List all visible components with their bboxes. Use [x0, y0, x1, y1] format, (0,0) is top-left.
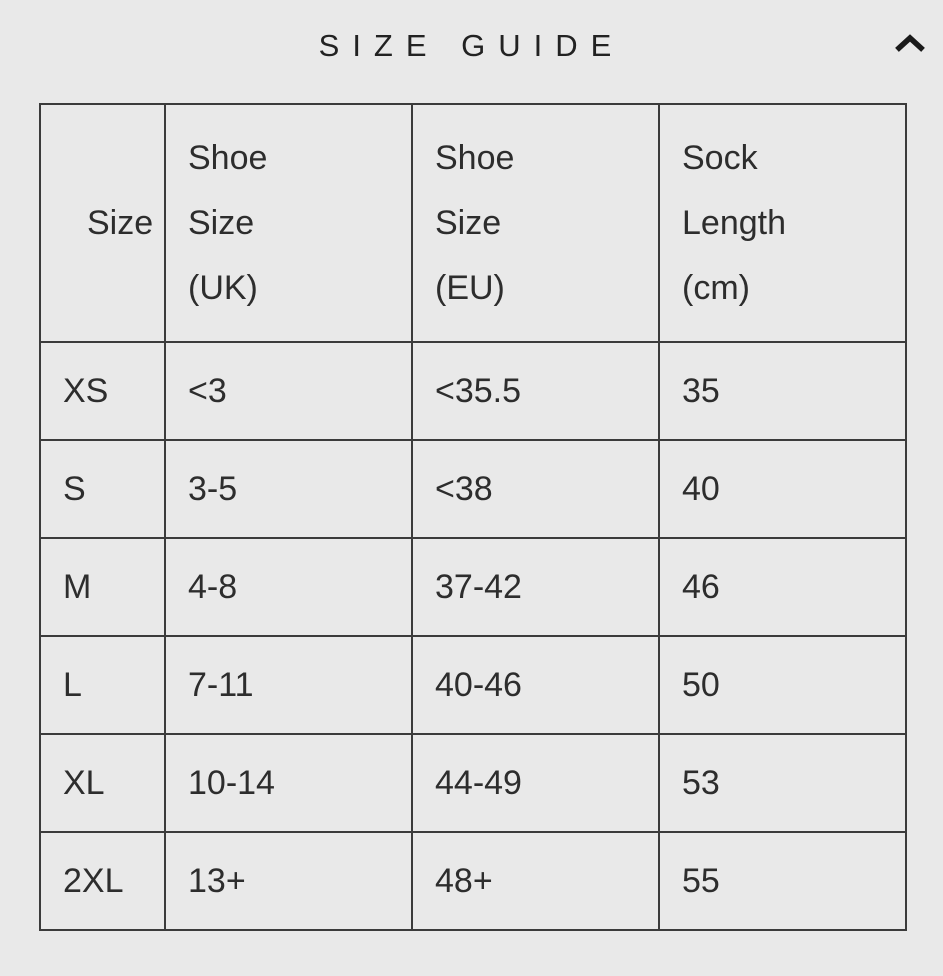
column-header-sock-length-cm: Sock Length (cm): [658, 103, 907, 343]
table-cell-uk: 10-14: [164, 733, 413, 833]
table-cell-eu: <38: [411, 439, 660, 539]
table-row-s: S 3-5 <38 40: [39, 439, 907, 539]
table-cell-eu: 48+: [411, 831, 660, 931]
table-row-l: L 7-11 40-46 50: [39, 635, 907, 735]
column-header-size: Size: [39, 103, 166, 343]
table-row-xl: XL 10-14 44-49 53: [39, 733, 907, 833]
table-cell-eu: <35.5: [411, 341, 660, 441]
table-cell-eu: 40-46: [411, 635, 660, 735]
table-cell-uk: 4-8: [164, 537, 413, 637]
table-row-m: M 4-8 37-42 46: [39, 537, 907, 637]
size-label-cell: S: [39, 439, 166, 539]
table-cell-length: 46: [658, 537, 907, 637]
size-guide-table: Size Shoe Size (UK) Shoe Size (EU) Sock …: [39, 103, 907, 931]
size-label-cell: 2XL: [39, 831, 166, 931]
table-cell-length: 55: [658, 831, 907, 931]
table-cell-length: 53: [658, 733, 907, 833]
column-header-shoe-size-eu: Shoe Size (EU): [411, 103, 660, 343]
table-cell-eu: 37-42: [411, 537, 660, 637]
table-cell-length: 40: [658, 439, 907, 539]
table-cell-length: 35: [658, 341, 907, 441]
panel-title: SIZE GUIDE: [318, 28, 625, 63]
size-label-cell: L: [39, 635, 166, 735]
table-cell-uk: 3-5: [164, 439, 413, 539]
size-label-cell: XL: [39, 733, 166, 833]
size-label-cell: XS: [39, 341, 166, 441]
table-row-xs: XS <3 <35.5 35: [39, 341, 907, 441]
column-header-shoe-size-uk: Shoe Size (UK): [164, 103, 413, 343]
table-header-row: Size Shoe Size (UK) Shoe Size (EU) Sock …: [39, 103, 907, 343]
table-cell-uk: <3: [164, 341, 413, 441]
size-guide-header[interactable]: SIZE GUIDE: [0, 0, 943, 92]
table-cell-uk: 13+: [164, 831, 413, 931]
table-row-2xl: 2XL 13+ 48+ 55: [39, 831, 907, 931]
size-label-cell: M: [39, 537, 166, 637]
chevron-up-icon[interactable]: [894, 32, 926, 54]
table-cell-uk: 7-11: [164, 635, 413, 735]
table-cell-length: 50: [658, 635, 907, 735]
table-cell-eu: 44-49: [411, 733, 660, 833]
